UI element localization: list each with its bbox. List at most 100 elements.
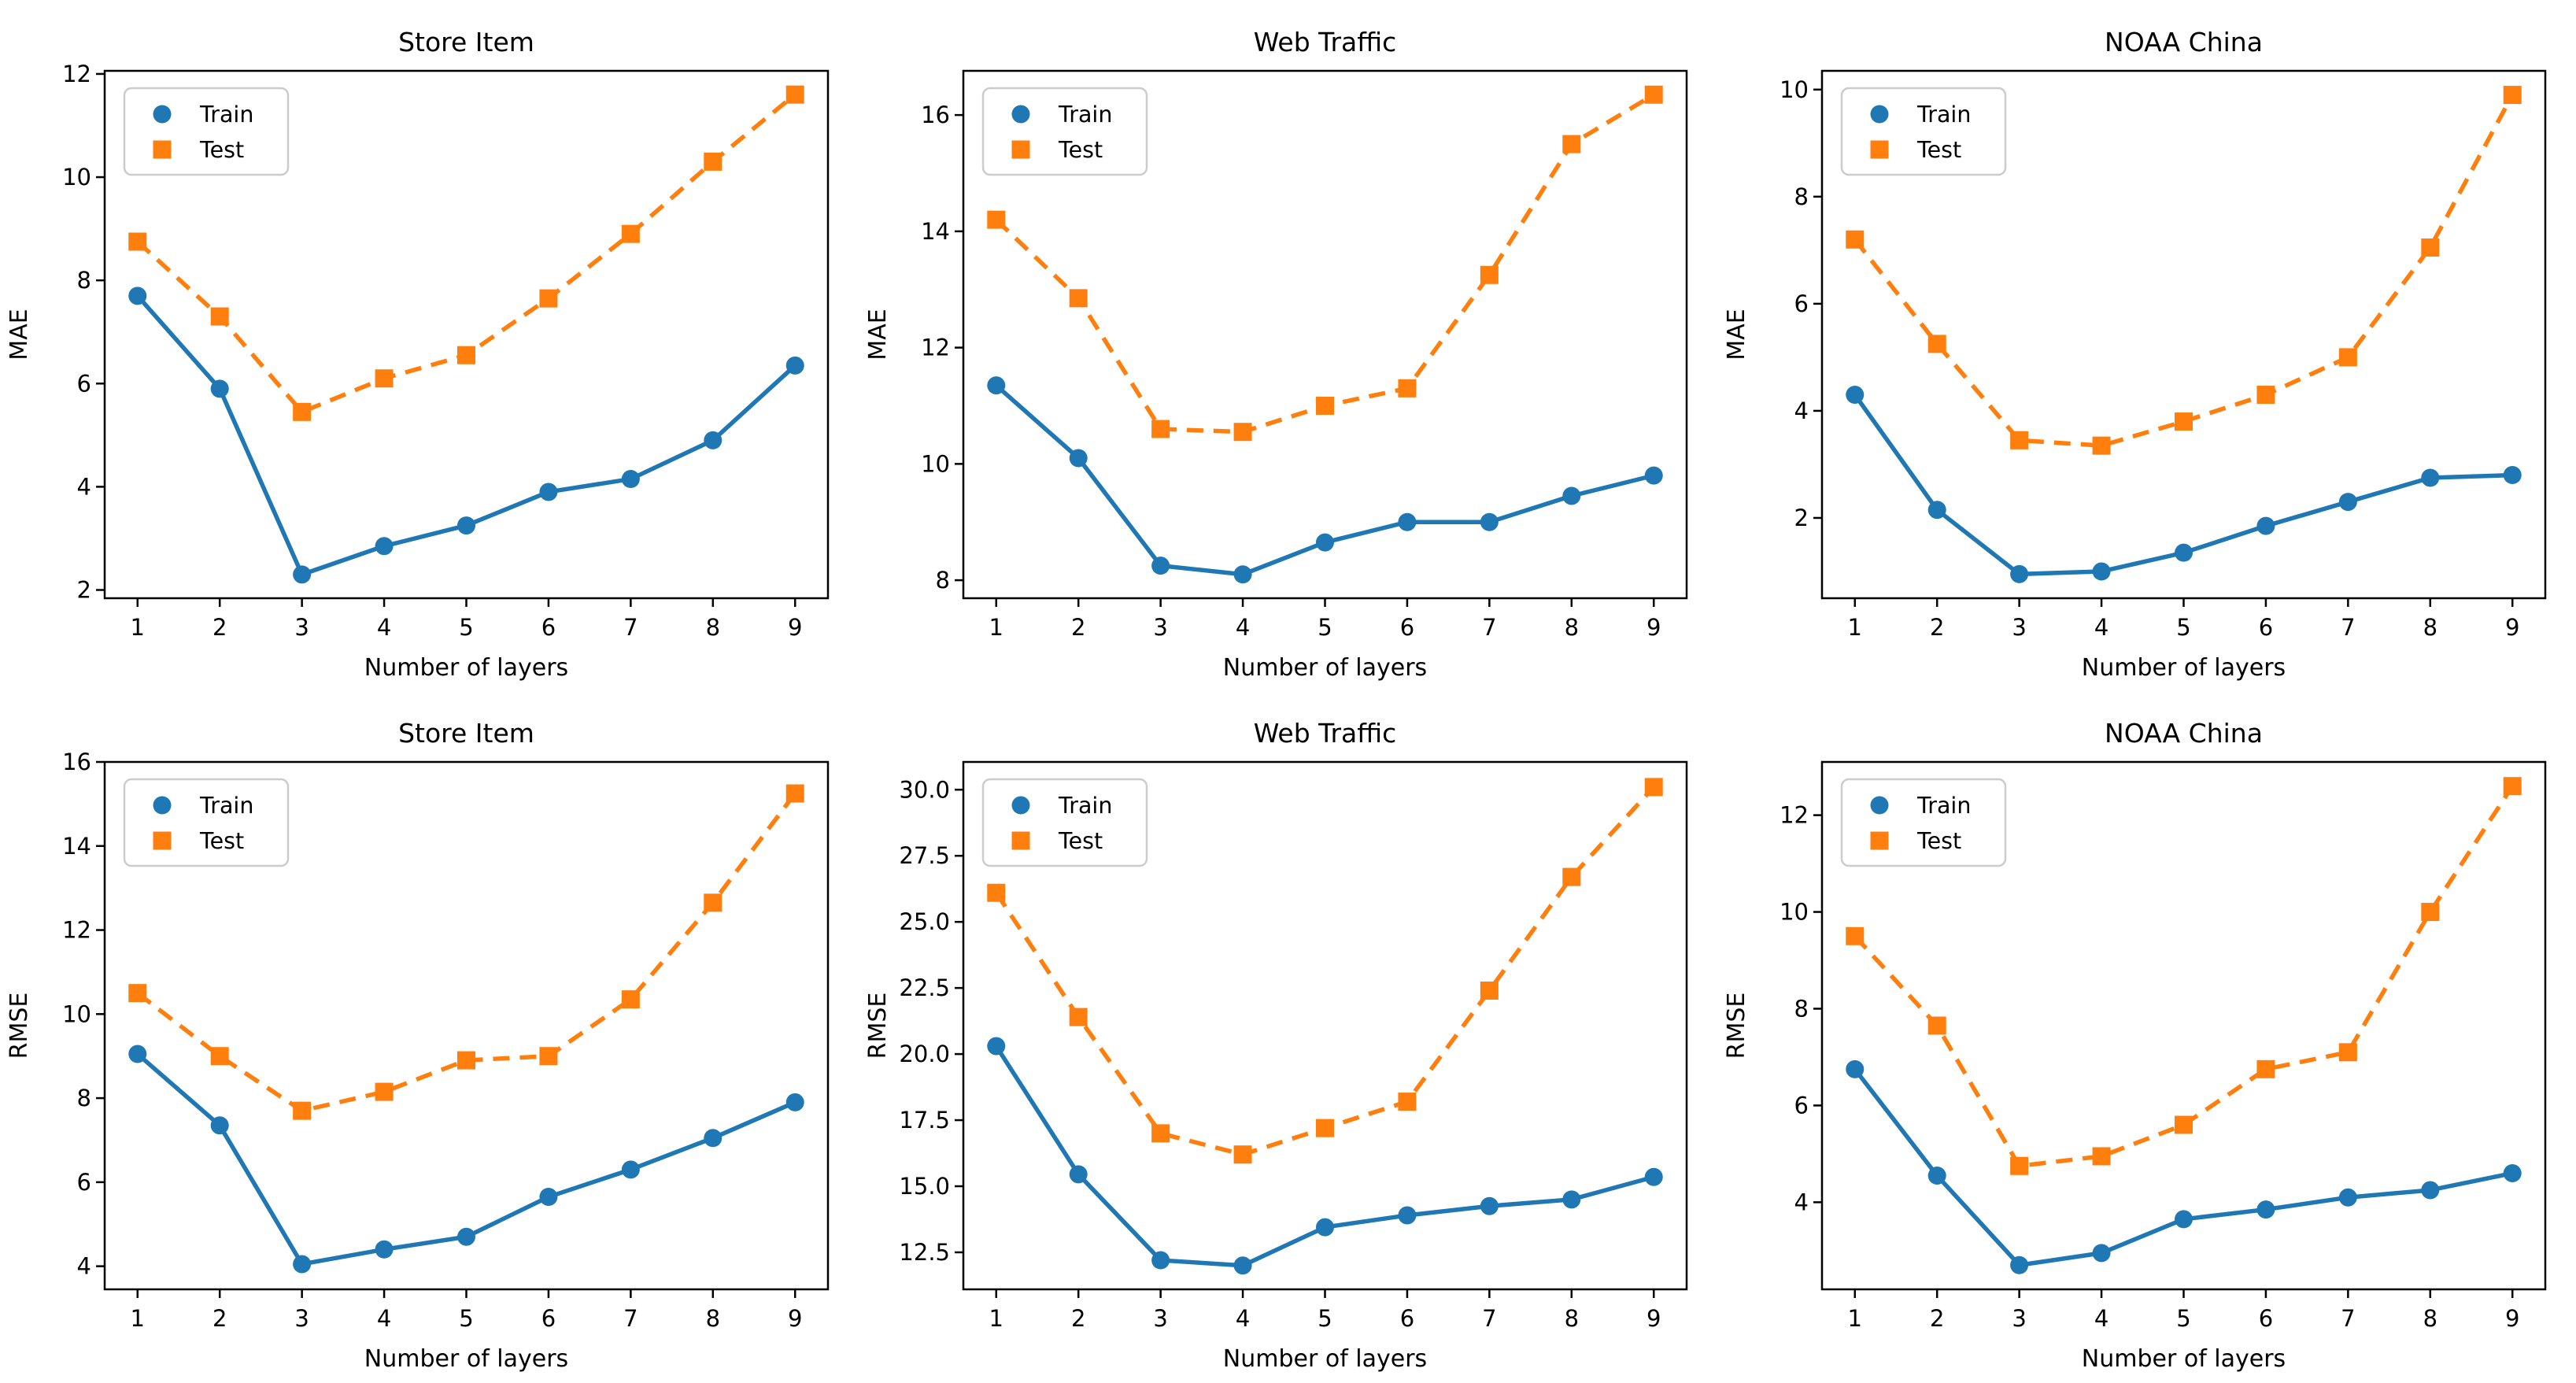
test-marker [2503, 86, 2522, 105]
x-tick-label: 3 [2012, 614, 2026, 641]
x-tick-label: 6 [1400, 614, 1414, 641]
test-marker [1233, 423, 1252, 442]
y-tick-label: 10 [1780, 76, 1809, 103]
test-marker [375, 1082, 394, 1101]
axes-frame [103, 69, 830, 600]
test-marker [1644, 778, 1663, 797]
train-marker [2092, 1244, 2111, 1263]
legend-test-marker [153, 831, 172, 850]
train-marker [2010, 564, 2029, 583]
legend: Train Test [1840, 778, 2007, 867]
chart-title: NOAA China [2105, 27, 2263, 57]
y-tick-label: 10 [921, 450, 950, 477]
x-tick-label: 7 [2341, 614, 2355, 641]
test-marker [2338, 348, 2357, 367]
y-tick-label: 6 [1794, 290, 1809, 317]
test-marker [621, 224, 640, 243]
test-marker [539, 289, 558, 308]
test-marker [1644, 85, 1663, 104]
test-marker [987, 883, 1006, 902]
y-tick-label: 12 [62, 917, 91, 944]
x-tick-label: 8 [2423, 1305, 2437, 1332]
train-marker [621, 1160, 640, 1179]
y-tick-label: 12 [62, 61, 91, 87]
train-marker [704, 431, 723, 449]
test-marker [1069, 1008, 1088, 1026]
train-marker [1316, 1218, 1334, 1237]
chart-title: Store Item [398, 27, 534, 57]
train-marker [293, 565, 312, 584]
test-marker [1316, 1119, 1334, 1137]
test-marker [128, 984, 147, 1003]
y-tick-label: 10 [1780, 899, 1809, 926]
x-tick-label: 4 [1236, 1305, 1250, 1332]
train-marker [2421, 468, 2440, 487]
x-tick-label: 6 [1400, 1305, 1414, 1332]
x-tick-label: 6 [2259, 614, 2273, 641]
test-marker [2175, 412, 2193, 431]
y-tick-label: 12 [1780, 802, 1809, 829]
test-marker [1151, 1124, 1170, 1143]
y-tick-label: 16 [62, 749, 91, 775]
train-marker [1927, 1167, 1946, 1185]
x-axis-label: Number of layers [364, 654, 568, 682]
test-marker [1927, 1016, 1946, 1035]
x-axis-label: Number of layers [2082, 1345, 2286, 1373]
y-tick-label: 8 [1794, 183, 1809, 210]
test-marker [621, 990, 640, 1009]
train-marker [210, 1116, 229, 1135]
train-marker [1316, 533, 1334, 552]
x-tick-label: 7 [2341, 1305, 2355, 1332]
test-marker [1562, 135, 1581, 153]
train-marker [1927, 501, 1946, 520]
x-tick-label: 5 [2176, 1305, 2190, 1332]
chart-mae-web-traffic: 1 2 3 4 5 6 7 8 9 8 10 12 14 16 Web Traffic Number of l… [859, 0, 1717, 691]
y-tick-label: 4 [1794, 398, 1809, 424]
train-marker [539, 1188, 558, 1207]
train-marker [1233, 1256, 1252, 1275]
y-tick-label: 16 [921, 102, 950, 128]
x-tick-label: 3 [294, 614, 309, 641]
x-tick-label: 2 [1071, 1305, 1085, 1332]
test-marker [1927, 335, 1946, 353]
chart-rmse-web-traffic: 1 2 3 4 5 6 7 8 9 12.5 15.0 17.5 20.0 22.5 25.0 27.5 30.… [859, 691, 1717, 1382]
chart-svg: 1 2 3 4 5 6 7 8 9 2 4 6 8 10 NOAA China Number of layer… [1717, 0, 2576, 691]
chart-title: NOAA China [2105, 718, 2263, 749]
legend-test-marker [1011, 831, 1030, 850]
train-marker [704, 1129, 723, 1148]
chart-title: Store Item [398, 718, 534, 749]
train-marker [621, 470, 640, 489]
train-marker [210, 379, 229, 398]
x-tick-label: 1 [131, 614, 145, 641]
x-tick-label: 6 [541, 1305, 556, 1332]
x-tick-label: 2 [213, 1305, 227, 1332]
y-axis-label: MAE [1723, 309, 1750, 360]
train-marker [1562, 486, 1581, 505]
legend-test-marker [1011, 140, 1030, 159]
legend-label-train: Train [199, 102, 253, 128]
axes-frame [1820, 69, 2547, 600]
train-marker [1069, 1165, 1088, 1184]
test-marker [293, 402, 312, 421]
test-marker [1480, 265, 1499, 284]
y-tick-label: 6 [77, 370, 91, 397]
x-tick-label: 1 [1848, 1305, 1862, 1332]
x-tick-label: 8 [706, 614, 720, 641]
x-tick-label: 5 [459, 1305, 473, 1332]
train-marker [2421, 1181, 2440, 1200]
x-tick-label: 1 [989, 614, 1003, 641]
test-marker [2503, 777, 2522, 796]
x-tick-label: 7 [1482, 1305, 1496, 1332]
x-tick-label: 6 [2259, 1305, 2273, 1332]
train-marker [785, 1093, 804, 1111]
test-marker [1480, 982, 1499, 1000]
legend-label-train: Train [199, 793, 253, 819]
train-marker [2010, 1255, 2029, 1274]
chart-rmse-store-item: 1 2 3 4 5 6 7 8 9 4 6 8 10 12 14 16 Store Item Number of … [0, 691, 859, 1382]
legend-label-train: Train [1058, 102, 1112, 128]
train-marker [1398, 512, 1417, 531]
test-marker [2092, 1147, 2111, 1166]
legend-test-marker [1870, 831, 1889, 850]
y-tick-label: 27.5 [899, 842, 950, 869]
